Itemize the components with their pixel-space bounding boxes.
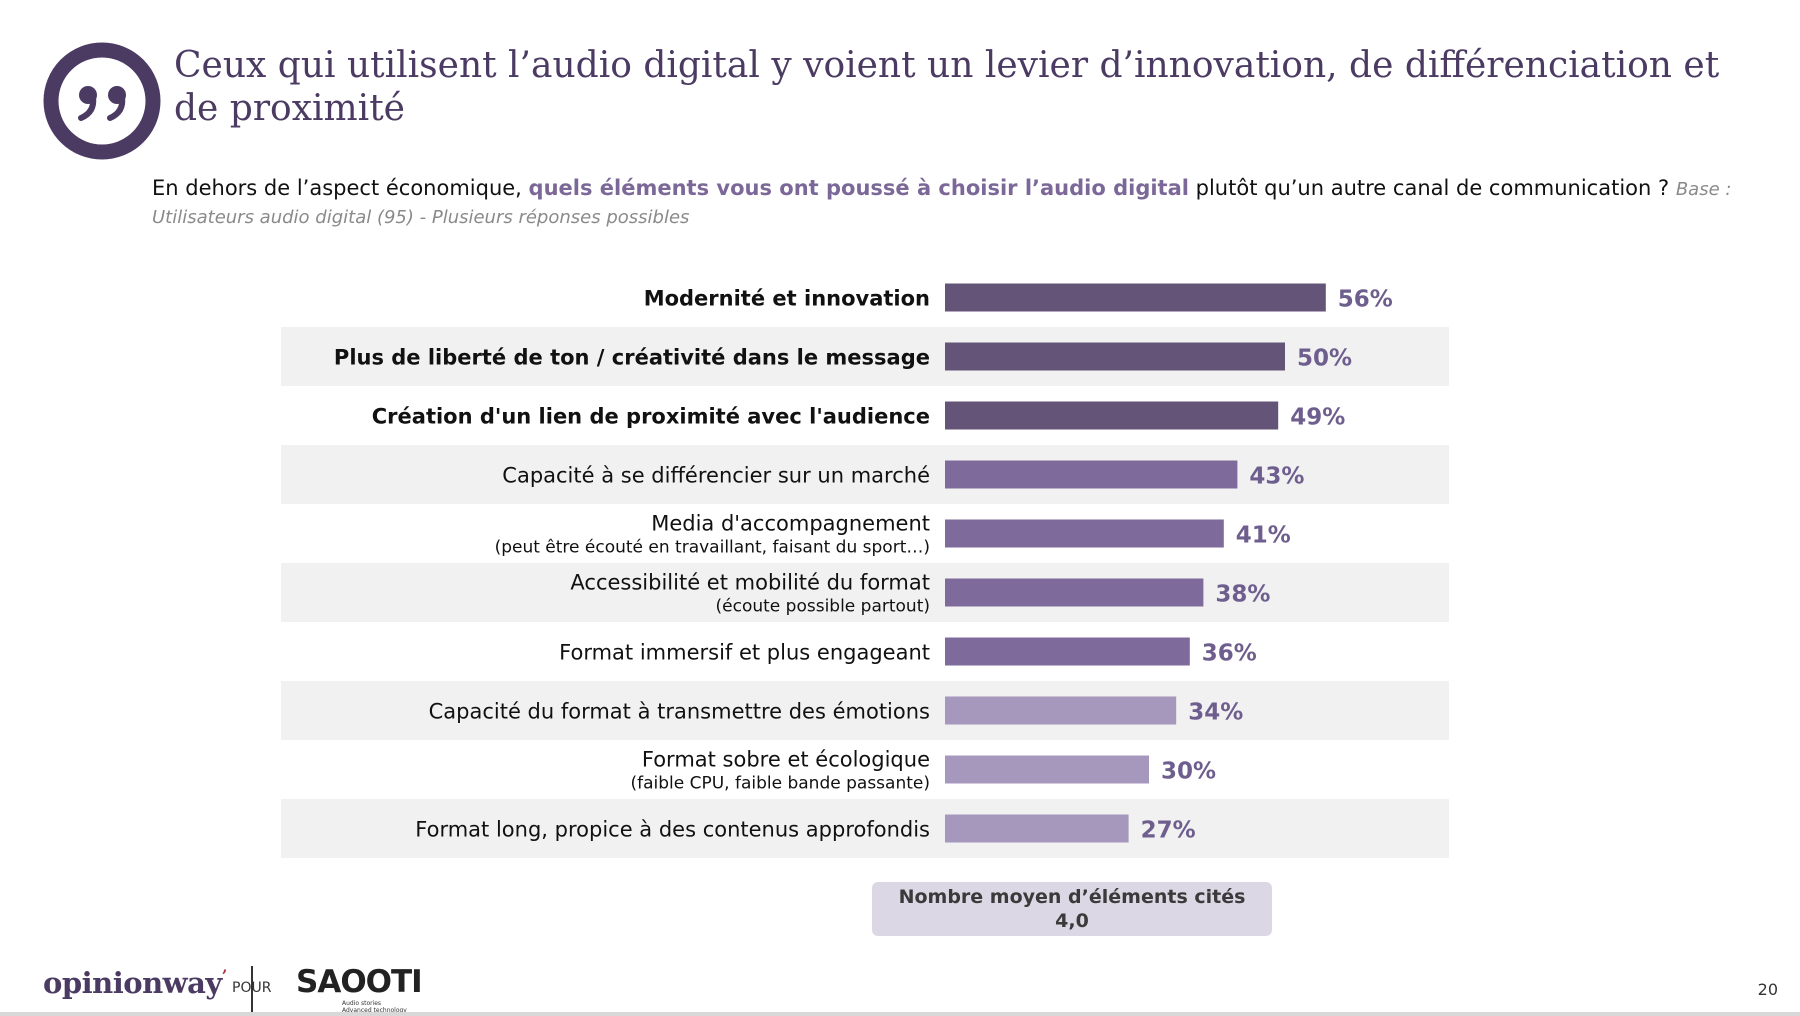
value-label: 36% — [1202, 641, 1257, 667]
row-band — [281, 681, 1449, 740]
category-label: Plus de liberté de ton / créativité dans… — [334, 346, 930, 370]
page-title: Ceux qui utilisent l’audio digital y voi… — [174, 45, 1720, 129]
value-label: 56% — [1338, 287, 1393, 313]
question-text: En dehors de l’aspect économique, quels … — [152, 175, 1772, 231]
footer-divider — [251, 966, 253, 1012]
footer-pour: POUR — [232, 980, 272, 996]
row-band — [281, 563, 1449, 622]
saooti-logo: SAOOTI — [296, 964, 423, 1000]
quote-icon — [43, 42, 161, 160]
average-value: 4,0 — [1055, 910, 1089, 932]
value-label: 41% — [1236, 523, 1291, 549]
bar — [945, 696, 1177, 725]
row-band — [281, 799, 1449, 858]
category-label: Format long, propice à des contenus appr… — [415, 818, 930, 842]
bar — [945, 283, 1326, 312]
bar — [945, 401, 1279, 430]
question-part-2: plutôt qu’un autre canal de communicatio… — [1188, 176, 1676, 200]
bar — [945, 519, 1224, 548]
bar — [945, 460, 1238, 489]
bar — [945, 342, 1285, 371]
category-label: Capacité du format à transmettre des émo… — [429, 700, 930, 724]
value-label: 50% — [1297, 346, 1352, 372]
category-label: Format sobre et écologique — [642, 748, 930, 772]
bar — [945, 814, 1129, 843]
category-note: (écoute possible partout) — [716, 597, 930, 617]
question-base: Base : Utilisateurs audio digital (95) -… — [152, 179, 1732, 228]
category-label: Création d'un lien de proximité avec l'a… — [372, 405, 930, 429]
category-label: Modernité et innovation — [644, 287, 930, 311]
page-number: 20 — [1757, 980, 1778, 999]
average-label: Nombre moyen d’éléments cités — [898, 886, 1246, 908]
value-label: 30% — [1161, 759, 1216, 785]
category-label: Accessibilité et mobilité du format — [570, 571, 930, 595]
category-note: (faible CPU, faible bande passante) — [630, 774, 930, 794]
row-band — [281, 445, 1449, 504]
value-label: 34% — [1188, 700, 1243, 726]
bottom-bar — [0, 1012, 1800, 1016]
value-label: 38% — [1215, 582, 1270, 608]
value-label: 49% — [1290, 405, 1345, 431]
value-label: 43% — [1249, 464, 1304, 490]
question-highlight: quels éléments vous ont poussé à choisir… — [528, 176, 1189, 200]
category-note: (peut être écouté en travaillant, faisan… — [495, 538, 930, 558]
category-label: Format immersif et plus engageant — [559, 641, 930, 665]
category-label: Capacité à se différencier sur un marché — [502, 464, 930, 488]
saooti-tagline: Audio stories Advanced technology — [342, 1000, 407, 1014]
bar — [945, 578, 1204, 607]
category-label: Media d'accompagnement — [651, 512, 930, 536]
bar — [945, 637, 1190, 666]
value-label: 27% — [1141, 818, 1196, 844]
bar — [945, 755, 1149, 784]
question-part-1: En dehors de l’aspect économique, — [152, 176, 529, 200]
opinionway-logo: opinionway’ — [43, 966, 227, 1000]
average-box: Nombre moyen d’éléments cités 4,0 — [872, 882, 1272, 936]
